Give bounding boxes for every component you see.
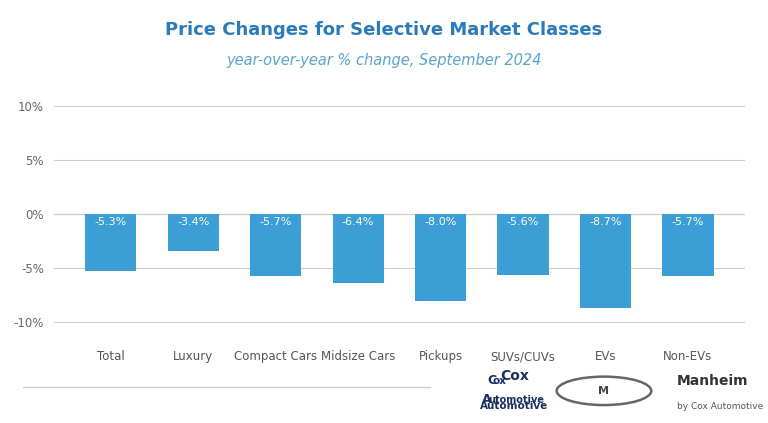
Text: -3.4%: -3.4% — [177, 217, 210, 227]
Text: M: M — [598, 386, 610, 396]
Bar — [663, 214, 713, 276]
Text: A: A — [482, 393, 492, 406]
Text: Manheim: Manheim — [677, 374, 748, 388]
Bar — [498, 214, 548, 275]
Text: by Cox Automotive: by Cox Automotive — [677, 401, 763, 411]
Text: -5.3%: -5.3% — [94, 217, 127, 227]
Text: year-over-year % change, September 2024: year-over-year % change, September 2024 — [227, 53, 541, 68]
Text: Cox: Cox — [500, 369, 529, 383]
Bar — [580, 214, 631, 308]
Bar — [85, 214, 136, 272]
Text: -5.6%: -5.6% — [507, 217, 539, 227]
Text: -8.0%: -8.0% — [425, 217, 457, 227]
Bar — [415, 214, 466, 301]
Text: -8.7%: -8.7% — [589, 217, 622, 227]
Text: -5.7%: -5.7% — [260, 217, 292, 227]
Text: -5.7%: -5.7% — [672, 217, 704, 227]
Text: -6.4%: -6.4% — [342, 217, 374, 227]
Text: Automotive: Automotive — [481, 401, 548, 411]
Bar — [250, 214, 301, 276]
Text: ox: ox — [492, 376, 506, 386]
Text: utomotive: utomotive — [488, 395, 545, 405]
Bar — [333, 214, 384, 283]
Bar — [167, 214, 219, 251]
Text: Price Changes for Selective Market Classes: Price Changes for Selective Market Class… — [165, 21, 603, 39]
Text: C: C — [488, 374, 497, 387]
